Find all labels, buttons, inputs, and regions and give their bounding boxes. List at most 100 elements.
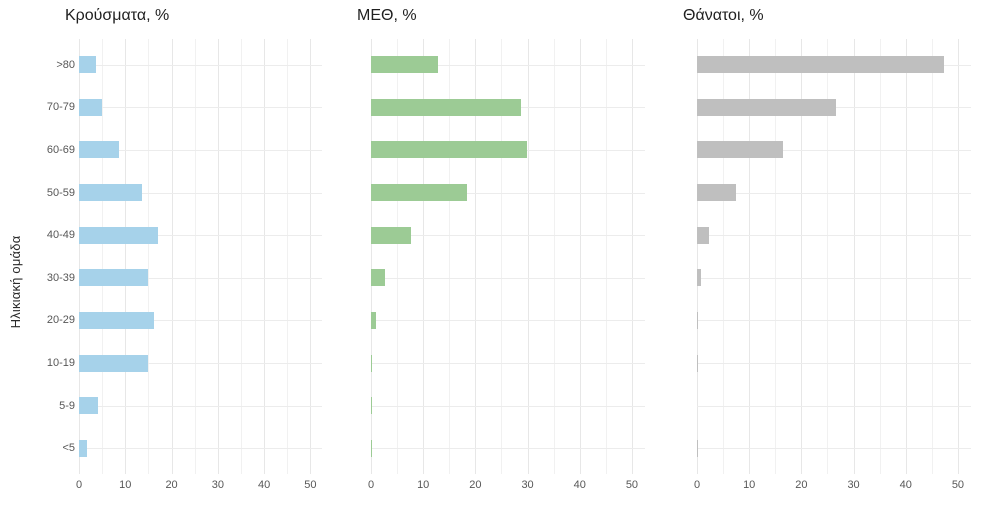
y-tick-label-40-49: 40-49	[46, 229, 75, 242]
gridline-row-60-69	[79, 149, 322, 151]
x-tick-label-10: 10	[417, 479, 430, 491]
gridline-row-20-29	[371, 320, 645, 322]
panel-icu-title: ΜΕΘ, %	[357, 7, 417, 24]
major-gridline-x-30	[853, 39, 855, 474]
bar-20-29	[697, 311, 698, 329]
gridline-row-20-29	[79, 320, 322, 322]
major-gridline-x-10	[125, 39, 127, 474]
gridline-row-<5	[371, 448, 645, 450]
major-gridline-x-20	[475, 39, 477, 474]
panel-cases-plot-area	[79, 39, 322, 474]
bar-50-59	[697, 184, 736, 202]
bar-40-49	[79, 226, 158, 244]
bar-70-79	[697, 98, 836, 116]
y-tick-label-5-9: 5-9	[59, 399, 75, 412]
x-tick-label-30: 30	[847, 479, 860, 491]
bar-5-9	[79, 397, 98, 415]
minor-gridline-x-35	[241, 39, 242, 474]
bar-60-69	[697, 141, 784, 159]
major-gridline-x-0	[371, 39, 372, 474]
major-gridline-x-20	[801, 39, 803, 474]
minor-gridline-x-25	[501, 39, 503, 474]
gridline-row-30-39	[371, 277, 645, 279]
major-gridline-x-50	[310, 39, 312, 474]
minor-gridline-x-5	[397, 39, 399, 474]
bar-50-59	[79, 184, 142, 202]
panel-deaths-plot-area	[697, 39, 971, 474]
bar-20-29	[371, 311, 376, 329]
bar-10-19	[371, 354, 373, 372]
minor-gridline-x-15	[449, 39, 451, 474]
bar-40-49	[697, 226, 709, 244]
minor-gridline-x-35	[553, 39, 555, 474]
y-tick-label-20-29: 20-29	[46, 314, 75, 327]
major-gridline-x-30	[527, 39, 529, 474]
bar->80	[79, 56, 96, 74]
y-tick-label-60-69: 60-69	[46, 143, 75, 156]
gridline-row-5-9	[371, 405, 645, 407]
gridline-row-50-59	[79, 192, 322, 194]
bar-40-49	[371, 226, 412, 244]
gridline-row-20-29	[697, 320, 971, 322]
major-gridline-x-10	[749, 39, 751, 474]
major-gridline-x-50	[631, 39, 633, 474]
y-tick-label-50-59: 50-59	[46, 186, 75, 199]
major-gridline-x-0	[79, 39, 80, 474]
panel-deaths: Θάνατοι, % 0 10 20 30 40 50	[683, 0, 971, 518]
y-tick-label-30-39: 30-39	[46, 271, 75, 284]
minor-gridline-x-45	[931, 39, 933, 474]
x-tick-label-40: 40	[258, 479, 271, 491]
gridline-row-50-59	[697, 192, 971, 194]
panel-icu: ΜΕΘ, % 0 10 20 30 40 50	[357, 0, 645, 518]
gridline-row-10-19	[697, 363, 971, 365]
minor-gridline-x-25	[194, 39, 196, 474]
gridline-row->80	[79, 64, 322, 66]
bar-20-29	[79, 311, 155, 329]
y-tick-label-70-79: 70-79	[46, 101, 75, 114]
gridline-row-5-9	[79, 405, 322, 407]
bar-<5	[79, 439, 88, 457]
x-tick-label-50: 50	[951, 479, 965, 491]
gridline-row-40-49	[697, 235, 971, 237]
major-gridline-x-40	[264, 39, 266, 474]
minor-gridline-x-5	[723, 39, 725, 474]
bar->80	[697, 56, 944, 74]
gridline-row-30-39	[697, 277, 971, 279]
x-tick-label-10: 10	[743, 479, 756, 491]
gridline-row-40-49	[371, 235, 645, 237]
y-axis-tick-labels: >80 70-79 60-69 50-59 40-49 30-39 20-29 10-19 5-…	[0, 0, 75, 518]
bar-10-19	[697, 354, 698, 372]
gridline-row-60-69	[697, 149, 971, 151]
gridline-row-70-79	[79, 107, 322, 109]
gridline-row-10-19	[79, 363, 322, 365]
minor-gridline-x-45	[605, 39, 607, 474]
x-tick-label-20: 20	[469, 479, 482, 491]
gridline-row-<5	[79, 448, 322, 450]
panel-deaths-title: Θάνατοι, %	[683, 7, 764, 24]
major-gridline-x-40	[579, 39, 581, 474]
minor-gridline-x-25	[827, 39, 829, 474]
bar-50-59	[371, 184, 468, 202]
gridline-row-40-49	[79, 235, 322, 237]
minor-gridline-x-35	[879, 39, 881, 474]
x-tick-label-50: 50	[304, 479, 317, 491]
major-gridline-x-0	[697, 39, 698, 474]
x-tick-label-0: 0	[693, 479, 701, 491]
bar-10-19	[79, 354, 149, 372]
major-gridline-x-30	[217, 39, 219, 474]
bar-<5	[371, 439, 372, 457]
bar-70-79	[79, 98, 103, 116]
x-tick-label-0: 0	[75, 479, 83, 491]
gridline-row->80	[371, 64, 645, 66]
gridline-row-<5	[697, 448, 971, 450]
x-tick-label-30: 30	[521, 479, 534, 491]
bar-5-9	[371, 397, 372, 415]
x-tick-label-50: 50	[625, 479, 639, 491]
bar-30-39	[79, 269, 148, 287]
minor-gridline-x-45	[287, 39, 289, 474]
bar-30-39	[371, 269, 385, 287]
x-tick-label-30: 30	[211, 479, 224, 491]
bar-30-39	[697, 269, 702, 287]
x-tick-label-0: 0	[367, 479, 375, 491]
bar->80	[371, 56, 438, 74]
